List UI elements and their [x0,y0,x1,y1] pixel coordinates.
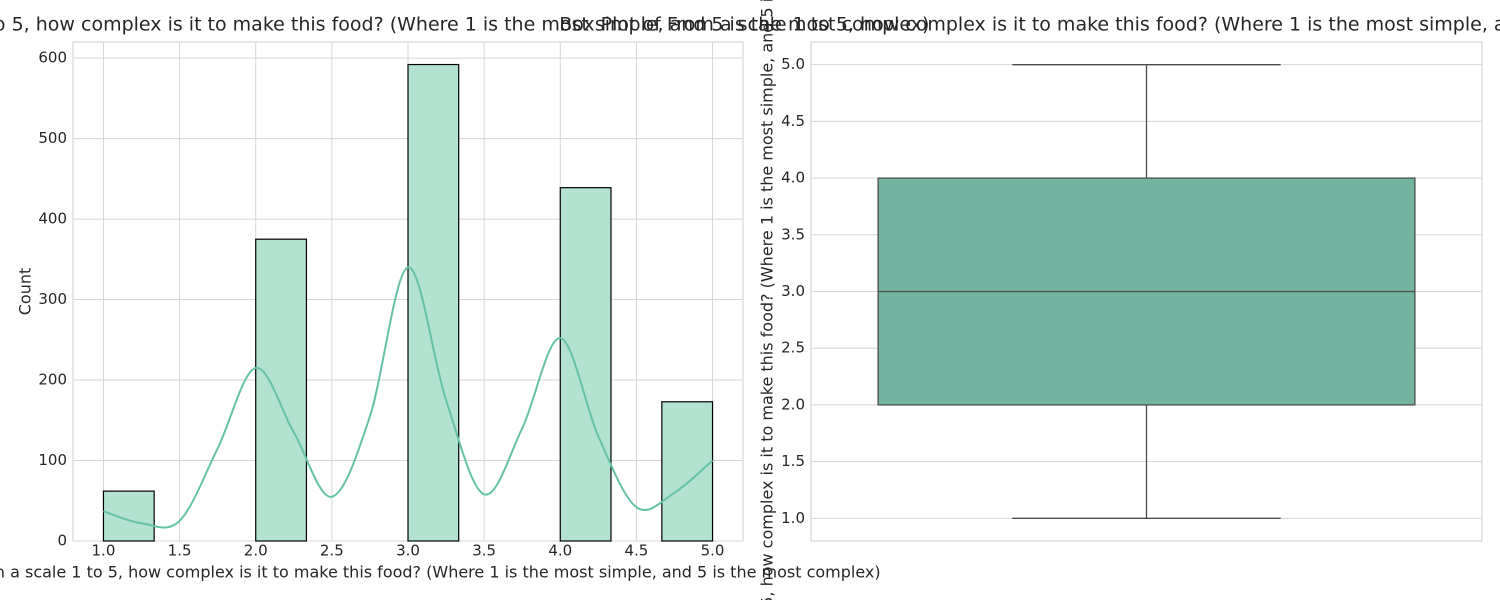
histogram-bar [255,238,308,542]
x-tick-label: 3.0 [396,542,420,560]
y-tick-label: 1.5 [781,452,805,470]
y-tick-label: 500 [38,129,67,147]
y-tick-label: 300 [38,290,67,308]
x-tick-label: 4.0 [548,542,572,560]
y-tick-label: 5.0 [781,55,805,73]
histogram-bar [559,187,612,542]
x-tick-label: 3.5 [472,542,496,560]
x-tick-label: 2.5 [320,542,344,560]
histogram-bar [661,401,714,542]
y-tick-label: 2.5 [781,339,805,357]
y-tick-label: 600 [38,49,67,67]
histogram-bar [407,63,460,542]
y-axis-label: Count [16,268,35,316]
y-tick-label: 1.0 [781,509,805,527]
y-tick-label: 4.5 [781,112,805,130]
kde-line [103,266,714,529]
x-tick-label: 5.0 [701,542,725,560]
chart-title: From a scale 1 to 5, how complex is it t… [0,14,929,36]
x-tick-label: 1.0 [92,542,116,560]
y-tick-label: 200 [38,371,67,389]
y-tick-label: 3.0 [781,282,805,300]
y-axis-label: From a scale 1 to 5, how complex is it t… [758,0,777,600]
y-tick-label: 100 [38,451,67,469]
y-tick-label: 0 [57,532,67,550]
y-tick-label: 2.0 [781,395,805,413]
x-axis-label: From a scale 1 to 5, how complex is it t… [0,563,881,582]
chart-title: Box Plot of From a scale 1 to 5, how com… [559,14,1500,36]
x-tick-label: 1.5 [168,542,192,560]
x-tick-label: 2.0 [244,542,268,560]
y-tick-label: 3.5 [781,225,805,243]
y-tick-label: 4.0 [781,169,805,187]
histogram-bar [102,490,155,542]
x-tick-label: 4.5 [624,542,648,560]
y-tick-label: 400 [38,210,67,228]
